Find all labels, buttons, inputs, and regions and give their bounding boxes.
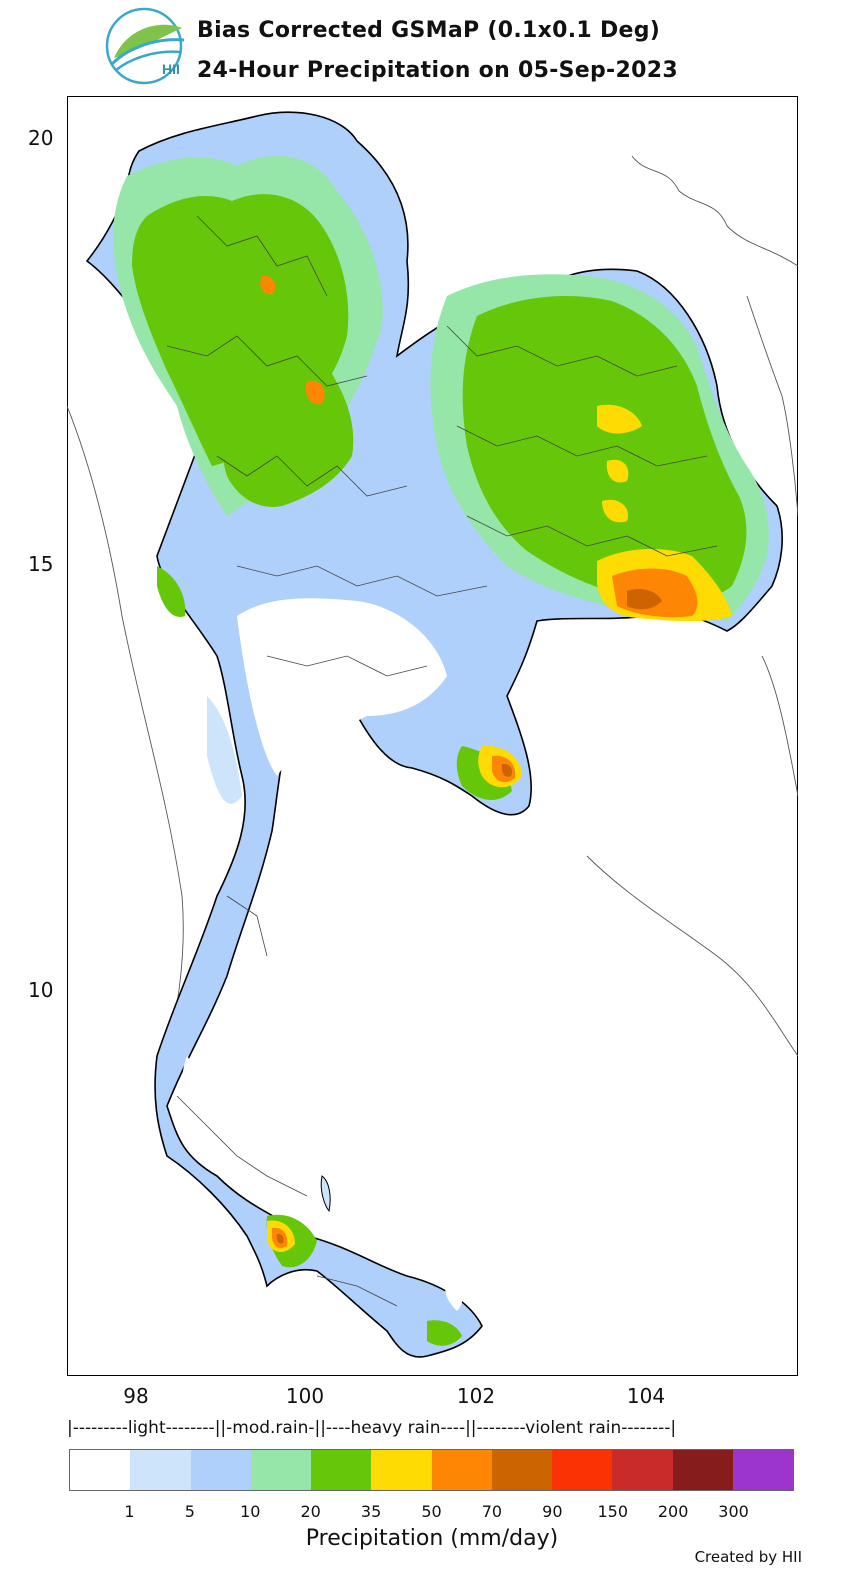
colorbar-bin-11 (732, 1450, 793, 1490)
hii-logo: HII (105, 7, 185, 85)
logo-text: HII (162, 61, 180, 77)
colorbar-bin-2 (190, 1450, 251, 1490)
colorbar-tick-label: 70 (481, 1502, 503, 1521)
x-tick-102: 102 (456, 1384, 496, 1408)
thailand-precip-field (85, 111, 783, 1358)
credit-text: Created by HII (694, 1548, 802, 1566)
x-tick-104: 104 (626, 1384, 666, 1408)
colorbar-bin-4 (311, 1450, 372, 1490)
y-tick-10: 10 (28, 978, 54, 1002)
colorbar-label: Precipitation (mm/day) (305, 1526, 559, 1551)
colorbar-bin-8 (552, 1450, 613, 1490)
colorbar-tick-label: 10 (240, 1502, 261, 1521)
colorbar (69, 1449, 794, 1491)
y-tick-20: 20 (28, 126, 54, 150)
x-tick-98: 98 (123, 1384, 149, 1408)
colorbar-tick-label: 5 (184, 1502, 195, 1521)
colorbar-tick-label: 200 (657, 1502, 689, 1521)
colorbar-bin-9 (612, 1450, 673, 1490)
title-line-1: Bias Corrected GSMaP (0.1x0.1 Deg) (197, 18, 661, 43)
colorbar-bin-10 (672, 1450, 733, 1490)
colorbar-bin-5 (371, 1450, 432, 1490)
colorbar-bin-6 (431, 1450, 492, 1490)
precipitation-map (67, 96, 798, 1376)
colorbar-tick-label: 150 (597, 1502, 629, 1521)
province-borders (166, 215, 718, 1307)
colorbar-tick-label: 35 (360, 1502, 382, 1521)
colorbar-tick-label: 1 (124, 1502, 135, 1521)
legend-category-text: |---------light--------||-mod.rain-||---… (67, 1418, 677, 1438)
colorbar-tick-label: 90 (542, 1502, 563, 1521)
colorbar-tick-label: 50 (421, 1502, 442, 1521)
colorbar-tick-label: 300 (718, 1502, 749, 1521)
colorbar-bin-3 (250, 1450, 311, 1490)
x-tick-100: 100 (285, 1384, 325, 1408)
colorbar-bin-7 (491, 1450, 552, 1490)
title-line-2: 24-Hour Precipitation on 05-Sep-2023 (197, 58, 678, 83)
colorbar-bin-0 (70, 1450, 131, 1490)
colorbar-bin-1 (130, 1450, 191, 1490)
y-tick-15: 15 (28, 552, 54, 576)
colorbar-tick-label: 20 (300, 1502, 321, 1521)
neighbour-borders (67, 155, 798, 1077)
